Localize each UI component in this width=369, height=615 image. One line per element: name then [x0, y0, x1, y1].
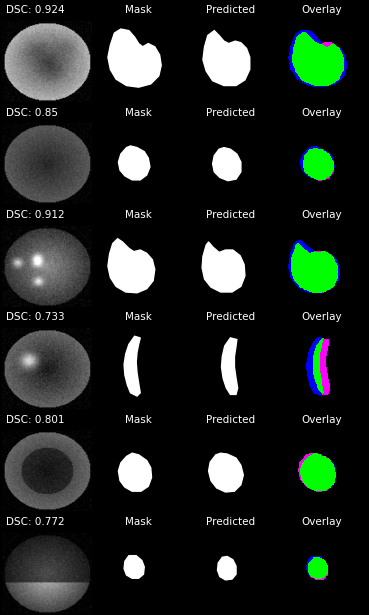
Text: Overlay: Overlay [302, 312, 342, 322]
Text: Predicted: Predicted [206, 415, 255, 425]
Text: Overlay: Overlay [302, 5, 342, 15]
Text: DSC: 0.85: DSC: 0.85 [6, 108, 58, 117]
Text: Mask: Mask [125, 108, 152, 117]
Text: Mask: Mask [125, 210, 152, 220]
Polygon shape [202, 242, 245, 292]
Text: DSC: 0.912: DSC: 0.912 [6, 210, 65, 220]
Text: DSC: 0.801: DSC: 0.801 [6, 415, 65, 425]
Polygon shape [124, 555, 144, 578]
Text: DSC: 0.772: DSC: 0.772 [6, 517, 65, 527]
Polygon shape [118, 453, 152, 491]
Text: Overlay: Overlay [302, 210, 342, 220]
Text: DSC: 0.924: DSC: 0.924 [6, 5, 65, 15]
Text: Predicted: Predicted [206, 517, 255, 527]
Polygon shape [118, 146, 150, 180]
Polygon shape [108, 239, 155, 293]
Text: Predicted: Predicted [206, 312, 255, 322]
Polygon shape [124, 336, 140, 396]
Text: Predicted: Predicted [206, 5, 255, 15]
Text: Overlay: Overlay [302, 108, 342, 117]
Text: Mask: Mask [125, 5, 152, 15]
Text: Mask: Mask [125, 312, 152, 322]
Polygon shape [217, 557, 236, 580]
Text: Overlay: Overlay [302, 517, 342, 527]
Polygon shape [213, 148, 241, 181]
Text: Mask: Mask [125, 415, 152, 425]
Text: Overlay: Overlay [302, 415, 342, 425]
Text: Predicted: Predicted [206, 108, 255, 117]
Polygon shape [221, 338, 238, 394]
Text: Predicted: Predicted [206, 210, 255, 220]
Polygon shape [203, 31, 250, 85]
Polygon shape [208, 453, 243, 492]
Text: DSC: 0.733: DSC: 0.733 [6, 312, 65, 322]
Polygon shape [108, 29, 161, 87]
Text: Mask: Mask [125, 517, 152, 527]
